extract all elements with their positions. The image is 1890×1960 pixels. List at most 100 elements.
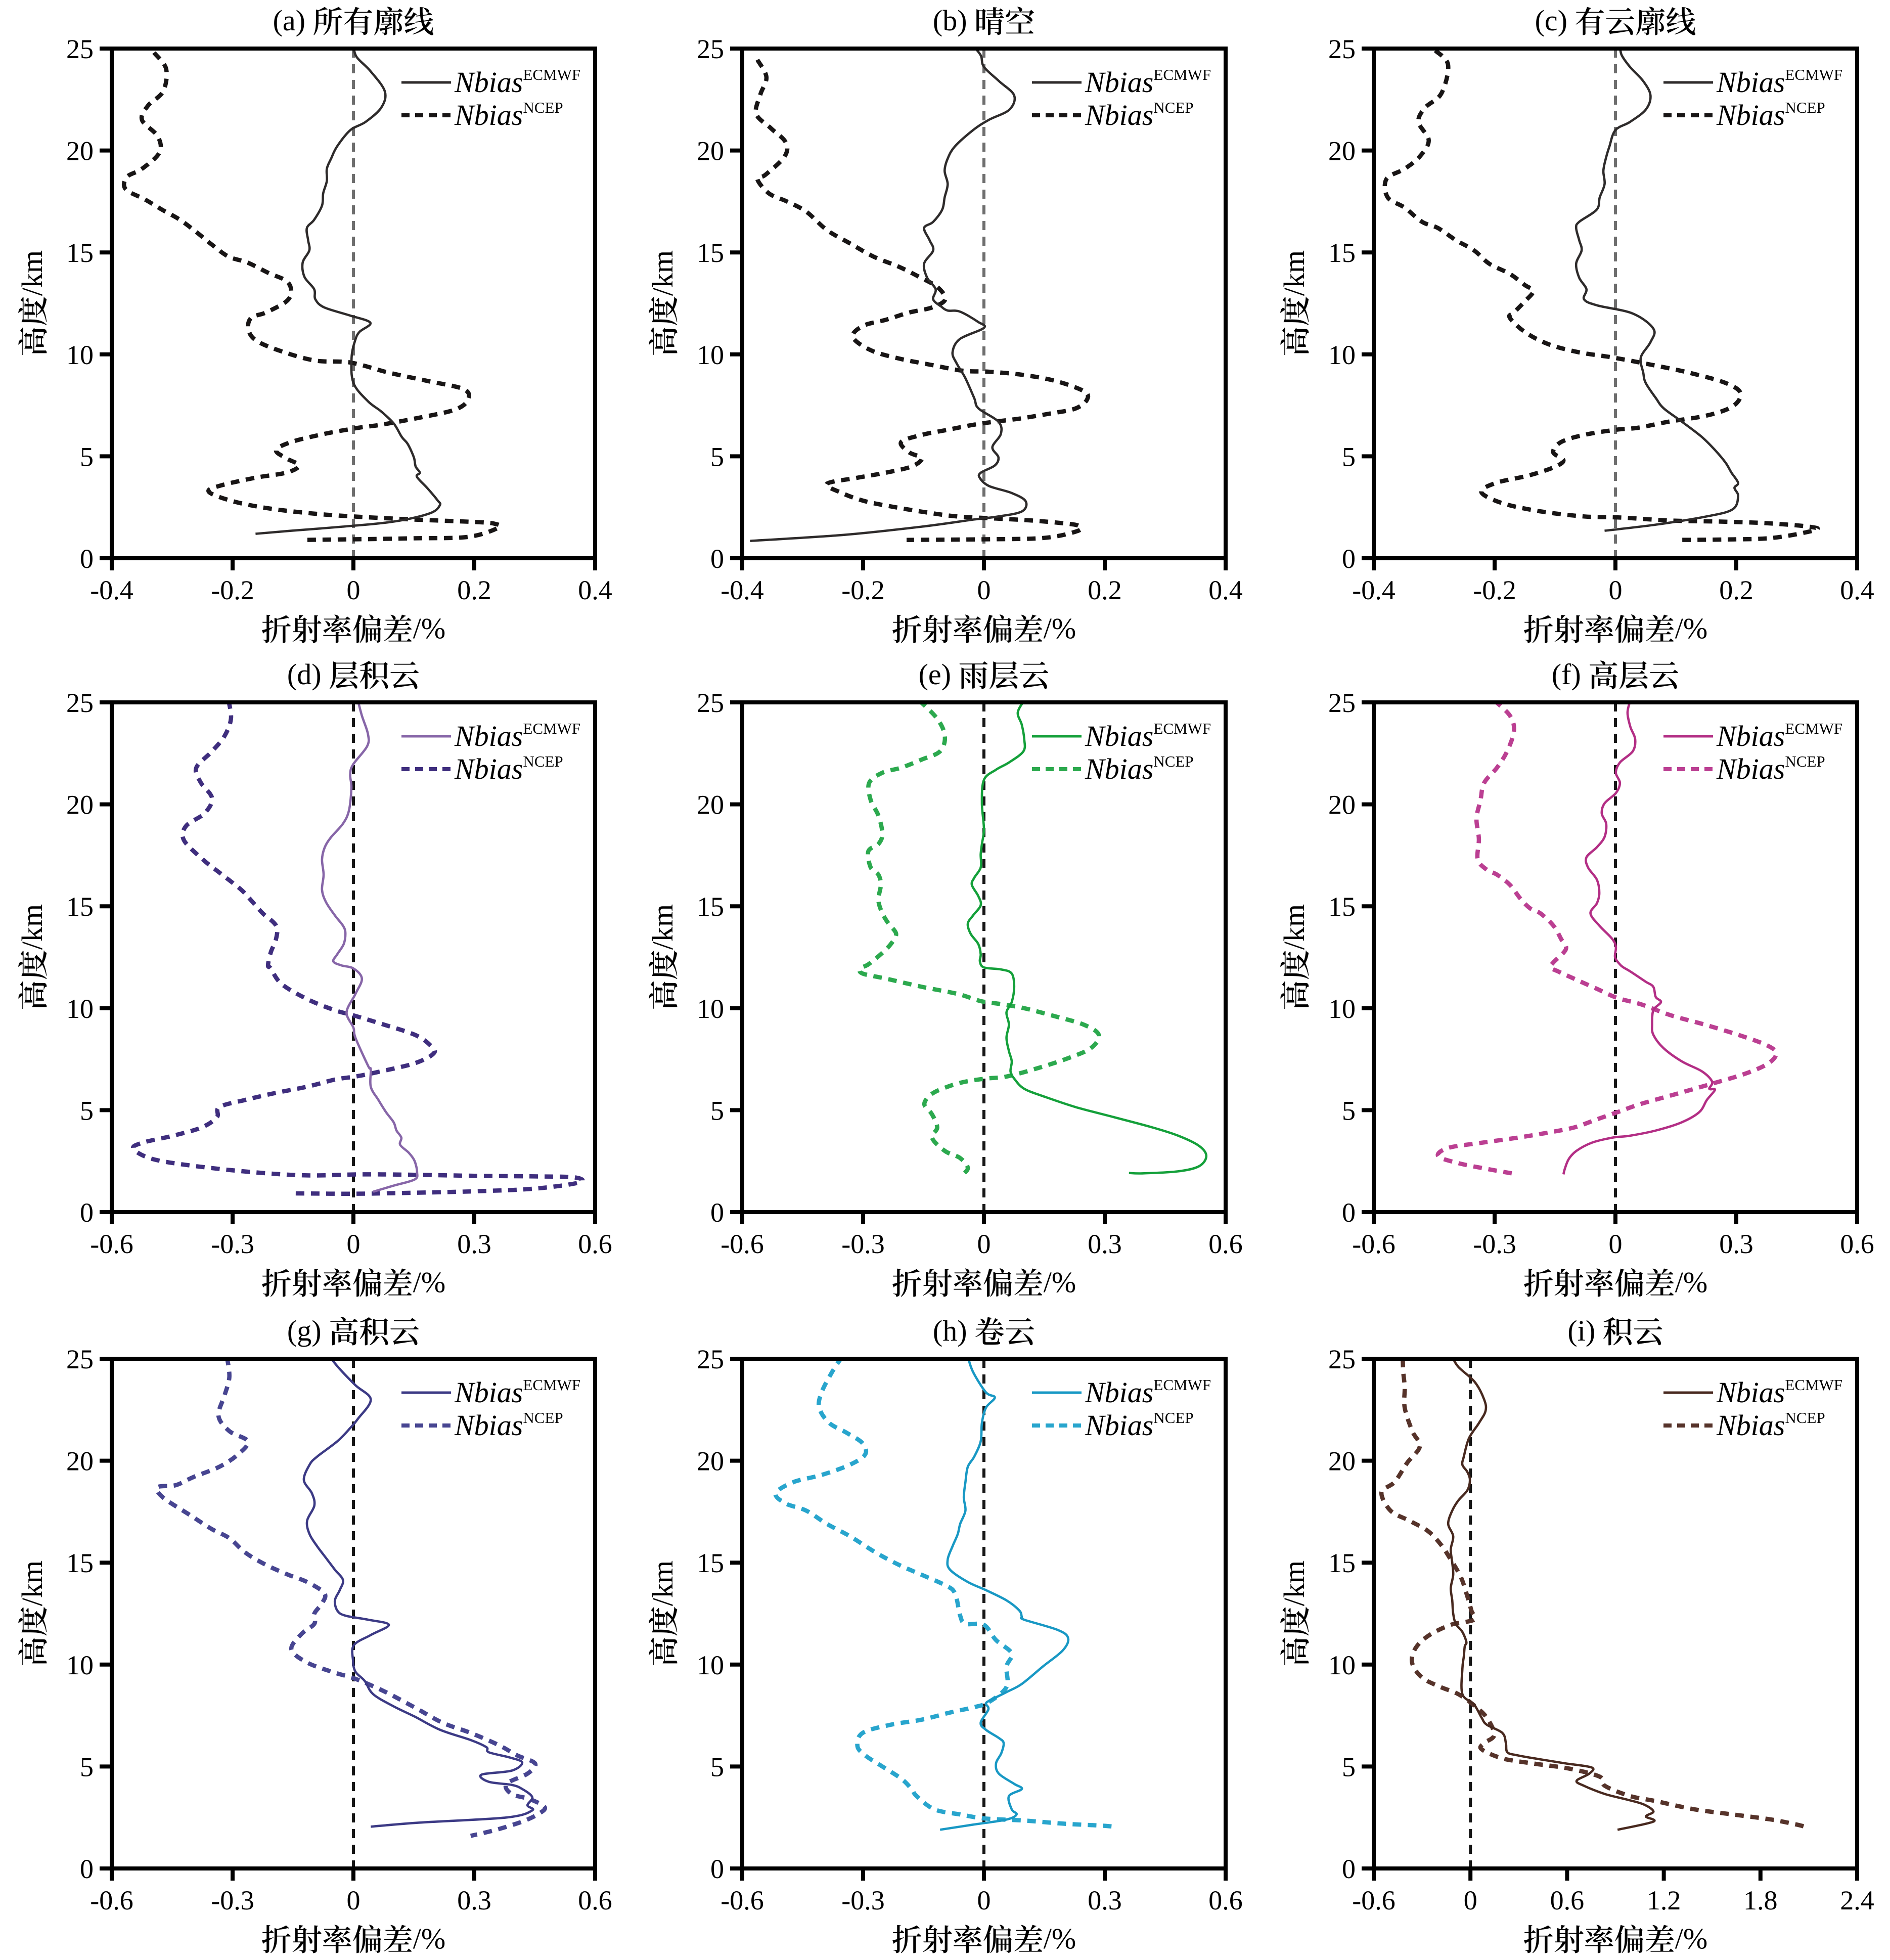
svg-text:Nbias: Nbias	[1716, 752, 1785, 785]
svg-text:ECMWF: ECMWF	[523, 720, 580, 737]
svg-text:/km: /km	[1278, 250, 1311, 296]
svg-text:15: 15	[66, 238, 94, 268]
svg-text:-0.4: -0.4	[1352, 575, 1395, 605]
svg-text:0: 0	[80, 1197, 94, 1228]
svg-text:10: 10	[1328, 994, 1356, 1024]
svg-text:/%: /%	[413, 1266, 445, 1299]
svg-text:-0.3: -0.3	[841, 1229, 884, 1259]
svg-text:0.3: 0.3	[457, 1885, 491, 1916]
svg-text:5: 5	[710, 441, 724, 472]
svg-text:0.6: 0.6	[1208, 1885, 1243, 1916]
svg-text:Nbias: Nbias	[1716, 1376, 1785, 1409]
svg-text:Nbias: Nbias	[1085, 99, 1153, 131]
svg-text:10: 10	[697, 994, 724, 1024]
svg-text:0: 0	[977, 1229, 991, 1259]
svg-text:Nbias: Nbias	[1085, 752, 1153, 785]
svg-text:25: 25	[697, 1344, 724, 1374]
svg-text:2.4: 2.4	[1840, 1885, 1874, 1916]
svg-text:0: 0	[1342, 1197, 1356, 1228]
svg-text:Nbias: Nbias	[454, 1376, 523, 1409]
svg-text:/%: /%	[1044, 1922, 1076, 1955]
svg-text:Nbias: Nbias	[1085, 1376, 1153, 1409]
svg-text:-0.2: -0.2	[1473, 575, 1516, 605]
svg-text:/%: /%	[1044, 612, 1076, 645]
svg-text:15: 15	[66, 1548, 94, 1578]
svg-text:5: 5	[710, 1752, 724, 1782]
svg-text:-0.3: -0.3	[211, 1229, 254, 1259]
svg-text:ECMWF: ECMWF	[1785, 66, 1842, 83]
svg-text:/km: /km	[646, 1561, 679, 1606]
svg-text:-0.2: -0.2	[211, 575, 254, 605]
svg-text:0.3: 0.3	[1088, 1885, 1122, 1916]
svg-text:(h): (h)	[933, 1314, 967, 1347]
svg-text:Nbias: Nbias	[1716, 66, 1785, 99]
svg-text:ECMWF: ECMWF	[523, 66, 580, 83]
svg-text:NCEP: NCEP	[523, 99, 563, 116]
svg-text:20: 20	[1328, 136, 1356, 166]
svg-text:15: 15	[1328, 892, 1356, 922]
svg-text:5: 5	[1342, 441, 1356, 472]
svg-text:0.4: 0.4	[578, 575, 612, 605]
svg-text:0.2: 0.2	[1088, 575, 1122, 605]
svg-text:/km: /km	[1278, 904, 1311, 950]
svg-text:-0.6: -0.6	[721, 1229, 763, 1259]
svg-text:0: 0	[710, 1854, 724, 1884]
svg-text:0.4: 0.4	[1840, 575, 1874, 605]
svg-text:25: 25	[697, 34, 724, 64]
svg-text:NCEP: NCEP	[1785, 99, 1825, 116]
svg-text:0.3: 0.3	[1719, 1229, 1753, 1259]
svg-text:25: 25	[1328, 688, 1356, 718]
svg-text:NCEP: NCEP	[1153, 1409, 1193, 1427]
svg-text:1.8: 1.8	[1743, 1885, 1778, 1916]
svg-text:/%: /%	[1675, 1922, 1707, 1955]
svg-text:(c): (c)	[1535, 4, 1567, 37]
svg-text:-0.3: -0.3	[211, 1885, 254, 1916]
svg-text:25: 25	[66, 688, 94, 718]
svg-text:0: 0	[710, 544, 724, 574]
svg-text:5: 5	[80, 1095, 94, 1126]
svg-text:-0.6: -0.6	[90, 1885, 133, 1916]
svg-text:25: 25	[1328, 34, 1356, 64]
svg-text:25: 25	[1328, 1344, 1356, 1374]
svg-text:ECMWF: ECMWF	[1153, 720, 1211, 737]
svg-text:(a): (a)	[273, 4, 305, 37]
svg-text:0.6: 0.6	[1208, 1229, 1243, 1259]
svg-text:0: 0	[1609, 1229, 1623, 1259]
svg-text:10: 10	[66, 340, 94, 370]
svg-text:0: 0	[1609, 575, 1623, 605]
svg-text:0: 0	[1342, 544, 1356, 574]
svg-text:5: 5	[80, 1752, 94, 1782]
svg-text:/%: /%	[1675, 612, 1707, 645]
svg-text:Nbias: Nbias	[1085, 720, 1153, 752]
svg-text:15: 15	[697, 1548, 724, 1578]
svg-text:0: 0	[1464, 1885, 1477, 1916]
svg-text:/%: /%	[1675, 1266, 1707, 1299]
svg-text:5: 5	[710, 1095, 724, 1126]
svg-text:25: 25	[66, 34, 94, 64]
svg-text:0: 0	[347, 1885, 361, 1916]
svg-text:0.2: 0.2	[1719, 575, 1753, 605]
svg-text:Nbias: Nbias	[454, 720, 523, 752]
svg-text:-0.3: -0.3	[841, 1885, 884, 1916]
svg-text:(i): (i)	[1567, 1314, 1595, 1347]
svg-text:10: 10	[66, 994, 94, 1024]
svg-text:20: 20	[1328, 1446, 1356, 1477]
svg-text:Nbias: Nbias	[1716, 720, 1785, 752]
svg-text:Nbias: Nbias	[454, 99, 523, 131]
svg-text:Nbias: Nbias	[454, 1409, 523, 1442]
svg-text:NCEP: NCEP	[1153, 99, 1193, 116]
svg-text:0.6: 0.6	[1550, 1885, 1585, 1916]
svg-text:-0.4: -0.4	[721, 575, 763, 605]
svg-text:15: 15	[1328, 238, 1356, 268]
svg-text:NCEP: NCEP	[1153, 752, 1193, 770]
svg-text:25: 25	[697, 688, 724, 718]
svg-text:0.3: 0.3	[457, 1229, 491, 1259]
svg-text:-0.4: -0.4	[90, 575, 133, 605]
svg-text:/km: /km	[646, 250, 679, 296]
svg-text:(e): (e)	[919, 658, 951, 691]
svg-text:20: 20	[66, 790, 94, 820]
svg-text:/km: /km	[1278, 1561, 1311, 1606]
svg-text:0: 0	[977, 1885, 991, 1916]
svg-text:-0.6: -0.6	[721, 1885, 763, 1916]
svg-text:-0.6: -0.6	[90, 1229, 133, 1259]
